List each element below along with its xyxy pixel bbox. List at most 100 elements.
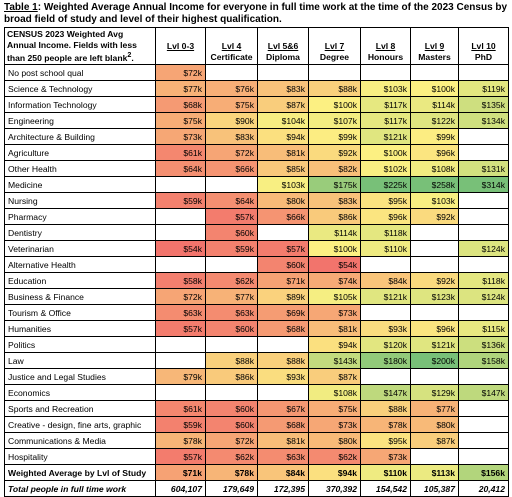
value-cell: $62k [308,448,361,466]
value-cell: $59k [205,240,258,258]
field-name: Education [4,272,156,290]
value-cell [155,352,206,370]
table-row: Pharmacy $57k $66k $86k $96k $92k [4,208,509,226]
value-cell [458,256,509,274]
value-cell: $200k [410,352,459,370]
value-cell: $81k [257,144,309,162]
value-cell: $113k [410,464,459,482]
field-name: Nursing [4,192,156,210]
value-cell: $61k [155,400,206,418]
value-cell: $73k [360,448,411,466]
value-cell: $71k [155,464,206,482]
field-name: Alternative Health [4,256,156,274]
column-header: Lvl 8 Honours [360,26,411,66]
value-cell: $68k [257,416,309,434]
value-cell: $121k [360,128,411,146]
field-name: Pharmacy [4,208,156,226]
value-cell: $108k [410,160,459,178]
value-cell: $74k [308,272,361,290]
value-cell [458,400,509,418]
value-cell: $93k [257,368,309,386]
value-cell: $110k [360,240,411,258]
value-cell [410,256,459,274]
table-body: No post school qual $72k Science & Technol… [4,64,509,497]
table-row: Dentistry $60k $114k $118k [4,224,509,242]
value-cell: $314k [458,176,509,194]
value-cell: $72k [155,64,206,82]
value-cell: $124k [458,240,509,258]
column-level: Lvl 9 [424,41,445,52]
table-row: Medicine $103k $175k $225k $258k $314k [4,176,509,194]
value-cell: $96k [410,144,459,162]
value-cell: $100k [360,144,411,162]
value-cell: $67k [257,400,309,418]
column-level: Lvl 4 [221,41,242,52]
column-name [158,52,203,63]
value-cell: $175k [308,176,361,194]
column-name: Masters [418,52,451,63]
value-cell: $76k [205,80,258,98]
value-cell: $108k [308,384,361,402]
value-cell: $119k [458,80,509,98]
value-cell: $118k [458,272,509,290]
value-cell [257,336,309,354]
field-name: Justice and Legal Studies [4,368,156,386]
table-row: Law $88k $88k $143k $180k $200k $158k [4,352,509,370]
column-header: Lvl 5&6 Diploma [257,26,309,66]
table-row: Communications & Media $78k $72k $81k $80k $9… [4,432,509,450]
value-cell: $92k [410,272,459,290]
value-cell: $64k [155,160,206,178]
value-cell: $72k [155,288,206,306]
value-cell: $59k [155,416,206,434]
column-level: Lvl 7 [324,41,345,52]
value-cell [257,384,309,402]
field-name: Communications & Media [4,432,156,450]
column-name: Diploma [266,52,300,63]
value-cell: $60k [205,320,258,338]
value-cell: $87k [257,96,309,114]
value-cell: $58k [155,272,206,290]
value-cell: $61k [155,144,206,162]
value-cell: $69k [257,304,309,322]
value-cell: $88k [205,352,258,370]
value-cell: $96k [410,320,459,338]
value-cell [155,208,206,226]
field-name: Business & Finance [4,288,156,306]
value-cell [458,128,509,146]
field-name: Information Technology [4,96,156,114]
table-row: Alternative Health $60k $54k [4,256,509,274]
average-row: Weighted Average by Lvl of Study $71k $78k… [4,464,509,482]
column-name: PhD [474,52,493,63]
value-cell: $86k [205,368,258,386]
value-cell: $62k [205,272,258,290]
table-row: Engineering $75k $90k $104k $107k $117k $122k $… [4,112,509,130]
value-cell [155,384,206,402]
value-cell: $57k [205,208,258,226]
field-name: No post school qual [4,64,156,82]
table-row: No post school qual $72k [4,64,509,82]
value-cell [155,336,206,354]
value-cell [308,64,361,82]
value-cell: $77k [205,288,258,306]
field-name: Creative - design, fine arts, graphic [4,416,156,434]
value-cell [257,64,309,82]
value-cell: $75k [308,400,361,418]
column-header: Lvl 0-3 [155,26,206,66]
value-cell: $68k [257,320,309,338]
value-cell: $80k [410,416,459,434]
value-cell: $60k [205,400,258,418]
table-row: Politics $94k $120k $121k $136k [4,336,509,354]
value-cell: $63k [205,304,258,322]
value-cell: $77k [410,400,459,418]
value-cell [360,368,411,386]
value-cell: $57k [155,320,206,338]
value-cell: $66k [257,208,309,226]
table-row: Education $58k $62k $71k $74k $84k $92k $118k [4,272,509,290]
value-cell [458,64,509,82]
value-cell [458,416,509,434]
value-cell: $123k [410,288,459,306]
table-row: Other Health $64k $66k $85k $82k $102k $108k $1… [4,160,509,178]
table-row: Economics $108k $147k $129k $147k [4,384,509,402]
value-cell: 172,395 [257,480,309,497]
corner-line1: CENSUS 2023 Weighted Avg [7,29,124,39]
